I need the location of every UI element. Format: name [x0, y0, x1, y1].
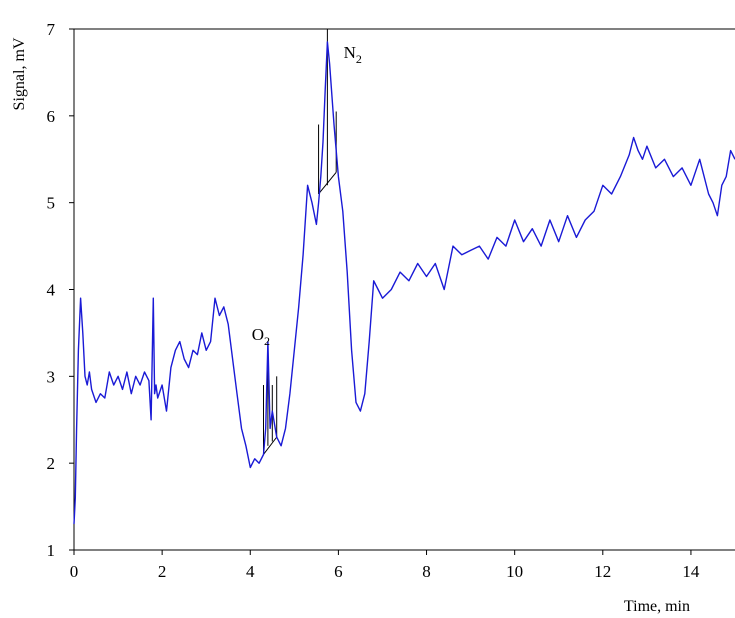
x-tick-label: 0: [70, 562, 79, 581]
peak-label-subscript: 2: [264, 334, 270, 348]
x-tick-label: 12: [594, 562, 611, 581]
tick-marks: [69, 28, 692, 555]
x-tick-label: 8: [422, 562, 431, 581]
x-axis-label: Time, min: [624, 598, 690, 615]
axes: [73, 28, 735, 551]
x-tick-label: 14: [682, 562, 700, 581]
peak-label-text: O: [252, 325, 264, 344]
peak-label-n2: N2: [344, 43, 362, 66]
x-tick-label: 10: [506, 562, 523, 581]
series-line: [73, 41, 735, 525]
y-tick-label: 7: [47, 20, 56, 39]
y-tick-label: 3: [47, 367, 56, 386]
x-tick-labels: 0 2 4 6 8 10 12 14: [70, 562, 700, 581]
peak-label-o2: O2: [252, 325, 270, 348]
y-tick-label: 4: [47, 281, 56, 300]
x-tick-label: 2: [158, 562, 167, 581]
peak-baseline: [263, 436, 278, 455]
y-tick-label: 2: [47, 454, 56, 473]
peak-label-text: N: [344, 43, 356, 62]
x-tick-label: 4: [246, 562, 255, 581]
x-tick-label: 6: [334, 562, 343, 581]
y-axis-label: Signal, mV: [11, 37, 28, 110]
y-tick-label: 1: [47, 541, 56, 560]
y-tick-label: 5: [47, 194, 56, 213]
y-tick-labels: 1 2 3 4 5 6 7: [47, 20, 56, 560]
y-tick-label: 6: [47, 107, 56, 126]
peak-label-subscript: 2: [356, 52, 362, 66]
